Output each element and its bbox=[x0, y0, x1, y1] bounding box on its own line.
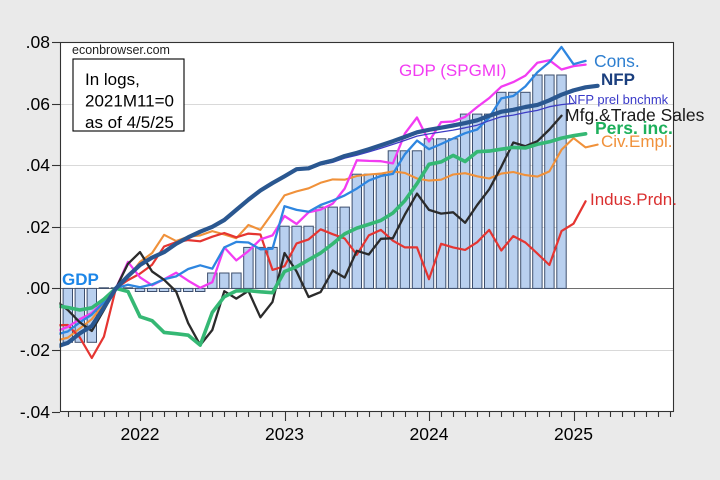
svg-text:2022: 2022 bbox=[121, 424, 160, 444]
svg-text:GDP: GDP bbox=[62, 270, 99, 289]
svg-text:.08: .08 bbox=[26, 32, 50, 52]
svg-text:.06: .06 bbox=[26, 94, 50, 114]
svg-text:Indus.Prdn.: Indus.Prdn. bbox=[590, 190, 677, 209]
svg-text:Pers. inc.: Pers. inc. bbox=[595, 118, 673, 138]
svg-text:NFP prel bnchmk: NFP prel bnchmk bbox=[568, 92, 669, 107]
svg-text:.00: .00 bbox=[26, 278, 51, 298]
svg-text:as of 4/5/25: as of 4/5/25 bbox=[85, 113, 174, 132]
svg-text:2023: 2023 bbox=[265, 424, 304, 444]
svg-text:NFP: NFP bbox=[601, 70, 635, 89]
svg-text:.02: .02 bbox=[26, 217, 50, 237]
svg-text:2021M11=0: 2021M11=0 bbox=[85, 92, 174, 111]
svg-text:.04: .04 bbox=[26, 155, 51, 175]
svg-text:-.02: -.02 bbox=[20, 340, 50, 360]
svg-text:Civ.Empl.: Civ.Empl. bbox=[601, 132, 672, 151]
svg-text:In logs,: In logs, bbox=[85, 70, 140, 89]
svg-text:Mfg.&Trade Sales: Mfg.&Trade Sales bbox=[565, 105, 705, 125]
svg-text:-.04: -.04 bbox=[20, 402, 50, 422]
svg-text:econbrowser.com: econbrowser.com bbox=[72, 43, 170, 57]
svg-text:2024: 2024 bbox=[410, 424, 449, 444]
svg-text:Cons.: Cons. bbox=[594, 51, 640, 71]
svg-text:GDP (SPGMI): GDP (SPGMI) bbox=[399, 61, 506, 80]
svg-text:2025: 2025 bbox=[554, 424, 593, 444]
